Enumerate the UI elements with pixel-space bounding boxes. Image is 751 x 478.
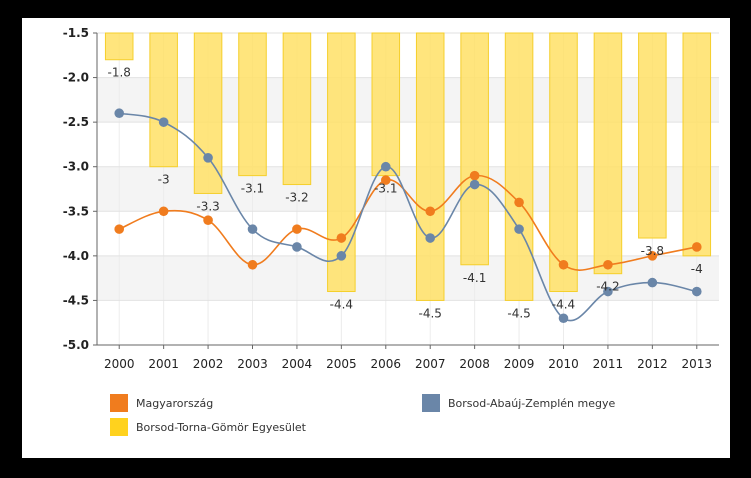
bar-2002 (193, 32, 223, 194)
bar-label-2009: -4.5 (507, 306, 530, 320)
series-0-point-2005 (336, 233, 347, 243)
series-1-point-2009 (514, 224, 524, 234)
y-tick-label: -4.0 (63, 249, 89, 263)
bar-2001 (149, 32, 178, 168)
series-1-point-2008 (469, 179, 480, 190)
x-tick-label: 2005 (326, 357, 357, 371)
series-0-point-2011 (603, 259, 613, 270)
series-1-point-2010 (558, 313, 569, 324)
series-1-line (119, 112, 697, 322)
bar-2005 (327, 32, 356, 293)
bar-2009 (504, 32, 534, 301)
bar-label-2012: -3.8 (641, 244, 664, 258)
series-0-point-2012 (647, 251, 658, 261)
x-tick-label: 2006 (371, 357, 402, 371)
bar-2003 (238, 32, 267, 177)
y-tick-label: -1.5 (63, 26, 89, 40)
series-1-point-2006 (380, 161, 391, 172)
bar-2013 (682, 32, 712, 257)
x-tick-label: 2001 (148, 357, 179, 371)
bar-2006 (371, 32, 401, 177)
x-tick-label: 2013 (682, 357, 713, 371)
legend-swatch-borsod-torna-gomor (110, 418, 128, 436)
series-1-point-2000 (114, 108, 125, 119)
x-tick-label: 2008 (459, 357, 490, 371)
bar-label-2005: -4.4 (330, 298, 353, 312)
series-1-point-2012 (647, 277, 658, 288)
bar-2004 (282, 32, 312, 186)
series-0-point-2004 (292, 224, 302, 234)
bar-label-2004: -3.2 (285, 191, 308, 205)
bar-label-2008: -4.1 (463, 271, 486, 285)
series-0-line (118, 174, 697, 271)
legend-label-borsod-abauj-zemplen: Borsod-Abaúj-Zemplén megye (448, 396, 616, 410)
y-tick-label: -5.0 (63, 338, 89, 352)
bar-2000 (104, 32, 134, 61)
series-1-point-2005 (336, 251, 347, 261)
series-1-point-2004 (292, 242, 302, 252)
bar-label-2002: -3.3 (196, 199, 219, 213)
series-0-point-2008 (469, 170, 480, 181)
x-tick-label: 2000 (104, 357, 135, 371)
series-1-point-2013 (691, 286, 702, 297)
bar-label-2006: -3.1 (374, 182, 397, 196)
series-1-point-2007 (425, 233, 436, 243)
bar-label-2010: -4.4 (552, 298, 575, 312)
series-0-point-2006 (380, 175, 391, 185)
legend-label-magyarorszag: Magyarország (136, 396, 214, 410)
bar-label-2011: -4.2 (596, 280, 619, 294)
y-tick-label: -4.5 (63, 293, 89, 307)
series-0-point-2007 (425, 206, 436, 217)
series-0-point-2002 (203, 215, 213, 225)
bar-label-2013: -4 (691, 262, 703, 276)
grid-band (97, 166, 719, 212)
y-tick-label: -2.0 (63, 71, 89, 85)
y-tick-label: -2.5 (63, 115, 89, 129)
legend-label-borsod-torna-gomor: Borsod-Torna-Gömör Egyesület (136, 420, 306, 434)
legend-item-borsod-abauj-zemplen: Borsod-Abaúj-Zemplén megye (422, 394, 615, 412)
series-1-point-2003 (247, 224, 258, 234)
x-tick-label: 2009 (504, 357, 535, 371)
bar-2007 (415, 32, 445, 301)
bar-2011 (593, 32, 623, 275)
x-tick-label: 2002 (193, 357, 224, 371)
bar-label-2001: -3 (158, 173, 170, 187)
chart-panel: -1.8 -3 -3.3 -3.1 -3.2 -4.4 -3.1 -4.5 -4.1 -4.5 -4… (22, 18, 730, 458)
series-0-point-2000 (114, 224, 125, 234)
x-tick-label: 2004 (282, 357, 313, 371)
y-tick-label: -3.0 (63, 160, 89, 174)
x-tick-label: 2011 (593, 357, 624, 371)
bar-2012 (638, 32, 667, 239)
series-1-point-2002 (203, 153, 213, 163)
bar-label-2000: -1.8 (108, 66, 131, 80)
series-0-point-2013 (691, 242, 702, 252)
bar-2008 (460, 32, 489, 266)
x-tick-label: 2012 (637, 357, 668, 371)
bar-label-2003: -3.1 (241, 182, 264, 196)
legend-item-borsod-torna-gomor: Borsod-Torna-Gömör Egyesület (110, 418, 306, 436)
x-tick-label: 2003 (237, 357, 268, 371)
series-1-point-2001 (158, 117, 169, 127)
chart: -1.8 -3 -3.3 -3.1 -3.2 -4.4 -3.1 -4.5 -4.1 -4.5 -4… (63, 26, 719, 371)
x-tick-label: 2010 (548, 357, 579, 371)
legend-swatch-borsod-abauj-zemplen (422, 394, 440, 412)
bar-label-2007: -4.5 (419, 306, 442, 320)
legend-item-magyarorszag: Magyarország (110, 394, 213, 412)
y-tick-label: -3.5 (63, 204, 89, 218)
bar-2010 (549, 32, 578, 293)
series-1-point-2011 (603, 286, 613, 297)
x-tick-label: 2007 (415, 357, 446, 371)
grid-band (97, 77, 719, 123)
series-0-point-2001 (158, 206, 169, 217)
legend-swatch-magyarorszag (110, 394, 128, 412)
series-0-point-2003 (247, 259, 258, 270)
series-0-point-2009 (514, 197, 524, 208)
series-0-point-2010 (558, 259, 569, 270)
